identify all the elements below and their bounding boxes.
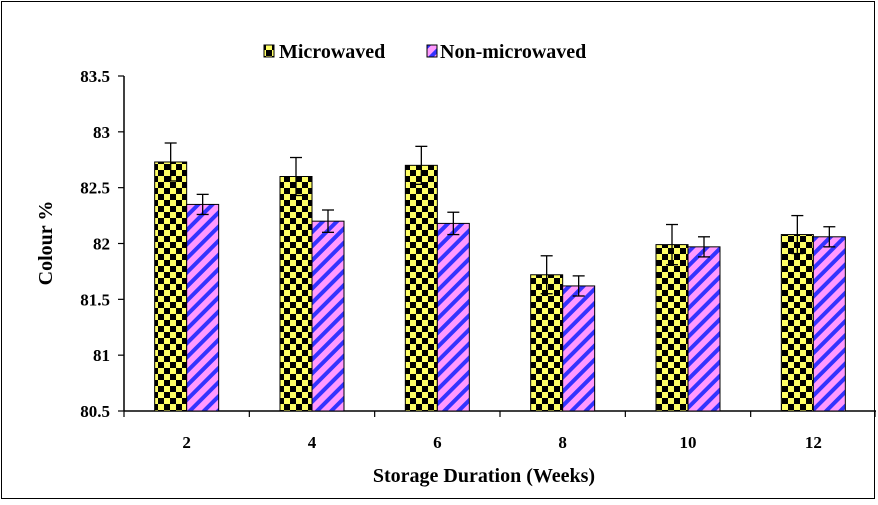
error-bar-non-microwaved xyxy=(196,193,209,216)
bar-microwaved[interactable] xyxy=(279,176,313,412)
bar-non-microwaved[interactable] xyxy=(562,285,596,412)
y-tick-label: 80.5 xyxy=(80,402,110,421)
legend-item-non-microwaved[interactable]: Non-microwaved xyxy=(426,41,586,63)
bar-non-microwaved[interactable] xyxy=(436,222,470,412)
y-tick-label: 81 xyxy=(93,346,110,365)
y-tick-label: 81.5 xyxy=(80,290,110,309)
y-tick-label: 83 xyxy=(93,123,110,142)
bar-microwaved[interactable] xyxy=(780,234,814,412)
error-bar-microwaved xyxy=(415,145,428,185)
x-tick-label: 8 xyxy=(558,433,567,452)
bar-non-microwaved[interactable] xyxy=(311,220,345,412)
error-bar-microwaved xyxy=(164,142,177,182)
y-tick-label: 82.5 xyxy=(80,179,110,198)
x-tick-label: 10 xyxy=(680,433,697,452)
error-bar-microwaved xyxy=(290,156,302,197)
bar-microwaved[interactable] xyxy=(404,164,438,412)
error-bar-microwaved xyxy=(540,255,553,295)
x-tick-label: 4 xyxy=(308,433,317,452)
y-axis-title: Colour % xyxy=(35,201,57,286)
bar-non-microwaved[interactable] xyxy=(812,236,846,412)
bars xyxy=(154,161,846,412)
legend-item-microwaved[interactable]: Microwaved xyxy=(263,41,385,63)
bar-non-microwaved[interactable] xyxy=(687,246,721,412)
bar-non-microwaved[interactable] xyxy=(186,203,220,412)
y-ticks: 80.5 81 81.5 82 82.5 83 83.5 xyxy=(80,67,124,421)
x-tick-label: 6 xyxy=(433,433,442,452)
error-bars xyxy=(164,142,836,297)
error-bar-non-microwaved xyxy=(322,209,334,233)
bar-microwaved[interactable] xyxy=(655,244,689,412)
error-bar-microwaved xyxy=(791,214,804,255)
bar-microwaved[interactable] xyxy=(154,161,188,412)
y-tick-label: 83.5 xyxy=(80,67,110,86)
error-bar-non-microwaved xyxy=(698,236,710,258)
legend: Microwaved Non-microwaved xyxy=(263,41,586,63)
x-tick-label: 2 xyxy=(182,433,191,452)
y-tick-label: 82 xyxy=(93,235,110,254)
legend-label-microwaved: Microwaved xyxy=(279,41,385,63)
error-bar-non-microwaved xyxy=(572,275,585,297)
x-axis-title: Storage Duration (Weeks) xyxy=(373,465,595,487)
legend-swatch-microwaved xyxy=(263,44,275,58)
error-bar-non-microwaved xyxy=(823,226,836,248)
legend-swatch-non-microwaved xyxy=(426,44,438,58)
bar-microwaved[interactable] xyxy=(530,274,564,412)
legend-label-non-microwaved: Non-microwaved xyxy=(440,41,586,63)
x-tick-label: 12 xyxy=(805,433,822,452)
error-bar-non-microwaved xyxy=(447,211,460,236)
x-ticks: 2 4 6 8 10 12 xyxy=(123,411,877,452)
error-bar-microwaved xyxy=(666,223,678,266)
